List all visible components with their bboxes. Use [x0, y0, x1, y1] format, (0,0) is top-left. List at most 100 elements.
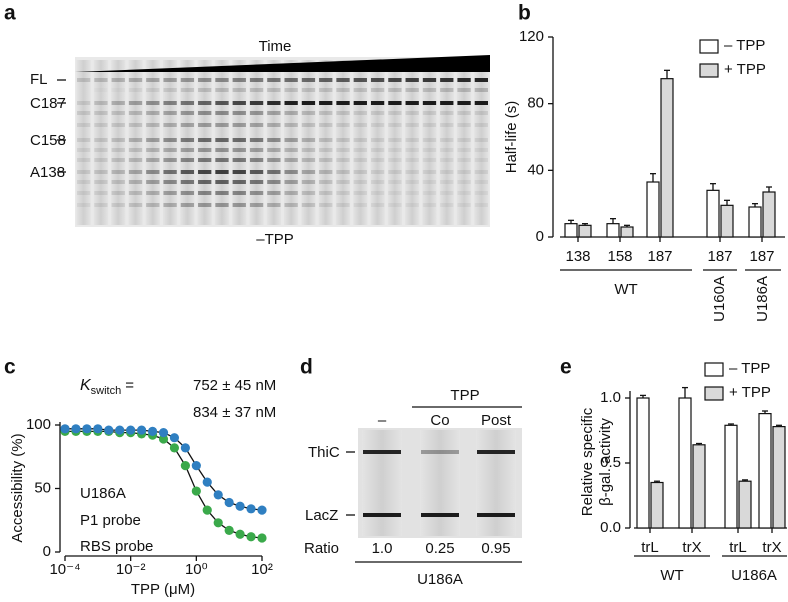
y-axis-label: Half-life (s): [503, 101, 520, 174]
gel-band: [232, 170, 246, 174]
gel-band: [94, 101, 108, 105]
legend-label: P1 probe: [80, 512, 141, 529]
gel-band: [163, 158, 177, 162]
group-label: WT: [660, 567, 683, 584]
y-tick-label: 100: [26, 416, 51, 433]
gel-band: [94, 180, 108, 184]
legend-swatch: [699, 63, 719, 78]
gel-band: [370, 138, 385, 142]
y-axis-label: β-gal. activity: [597, 418, 614, 506]
gel-band: [474, 101, 488, 105]
group-label: U186A: [754, 276, 771, 322]
x-tick-label: trL: [729, 539, 747, 556]
gel-band: [370, 148, 385, 152]
gel-band: [301, 138, 316, 142]
gel-band: [198, 170, 212, 174]
gel-band: [94, 123, 108, 127]
gel-band: [370, 101, 385, 105]
gel-band: [363, 513, 401, 517]
gel-band: [319, 170, 333, 174]
x-tick-label: trL: [641, 539, 659, 556]
gel-band: [94, 88, 107, 92]
gel-band: [405, 170, 419, 174]
gel-band: [111, 180, 125, 184]
gel-band: [111, 123, 125, 127]
gel-band: [422, 180, 437, 184]
gel-band: [301, 123, 316, 127]
gel-band: [370, 78, 385, 82]
ratio-label: Ratio: [304, 540, 339, 557]
gel-band: [163, 111, 177, 115]
gel-band: [249, 148, 264, 152]
gel-band: [405, 138, 419, 142]
data-point: [104, 425, 114, 435]
gel-band: [267, 170, 281, 174]
gel-band: [128, 180, 143, 184]
gel-band: [319, 111, 333, 115]
gel-band: [267, 148, 281, 152]
gel-band: [94, 138, 108, 142]
gel-band: [301, 158, 316, 162]
gel-band: [457, 111, 471, 115]
ratio-value: 0.25: [425, 540, 454, 557]
gel-band: [198, 138, 212, 142]
y-tick-label: 0.5: [600, 454, 621, 471]
gel-band: [474, 78, 488, 82]
gel-band: [405, 180, 419, 184]
gel-band: [422, 111, 437, 115]
band-label: FL: [30, 71, 48, 88]
gel-band: [336, 101, 350, 105]
band-label: C187: [30, 95, 66, 112]
gel-band: [388, 101, 402, 105]
gel-band: [180, 180, 195, 184]
gel-band: [422, 191, 437, 195]
data-point: [147, 426, 158, 436]
gel-band: [336, 191, 350, 195]
gel-band: [249, 88, 264, 92]
gel-lane: [456, 60, 472, 225]
gel-band: [370, 88, 385, 92]
gel-band: [440, 203, 454, 207]
gel-band: [336, 138, 350, 142]
gel-lane: [370, 60, 385, 225]
lane-label: –: [378, 412, 387, 429]
gel-band: [232, 158, 246, 162]
gel-band: [336, 148, 350, 152]
group-label: U186A: [731, 567, 777, 584]
gel-band: [405, 78, 419, 82]
kswitch-value: 752 ± 45 nM: [193, 377, 276, 394]
gel-band: [388, 191, 402, 195]
gel-band: [146, 180, 160, 184]
gel-band: [319, 123, 333, 127]
gel-band: [249, 170, 264, 174]
band-label: A138: [30, 164, 65, 181]
gel-band: [180, 158, 195, 162]
gel-band: [301, 88, 316, 92]
data-point: [93, 424, 103, 434]
gel-band: [232, 88, 246, 92]
gel-band: [363, 450, 401, 454]
gel-band: [249, 101, 264, 105]
gel-band: [128, 191, 143, 195]
gel-band: [319, 88, 333, 92]
data-point: [158, 434, 169, 444]
gel-band: [267, 111, 281, 115]
gel-band: [319, 158, 333, 162]
x-tick-label: 10⁰: [185, 561, 208, 578]
gel-band: [146, 123, 160, 127]
gel-band: [215, 123, 229, 127]
gel-band: [336, 180, 350, 184]
gel-band: [284, 170, 298, 174]
gel-band: [474, 203, 488, 207]
legend-label: + TPP: [724, 61, 766, 78]
gel-band: [370, 180, 385, 184]
gel-band: [232, 78, 246, 82]
gel-band: [215, 148, 229, 152]
gel-a: [75, 57, 490, 227]
gel-band: [336, 78, 350, 82]
gel-lane: [111, 60, 126, 225]
gel-band: [94, 78, 108, 82]
kswitch-symbol: K: [80, 377, 92, 394]
gel-band: [128, 78, 143, 82]
y-tick-label: 0: [536, 228, 544, 245]
